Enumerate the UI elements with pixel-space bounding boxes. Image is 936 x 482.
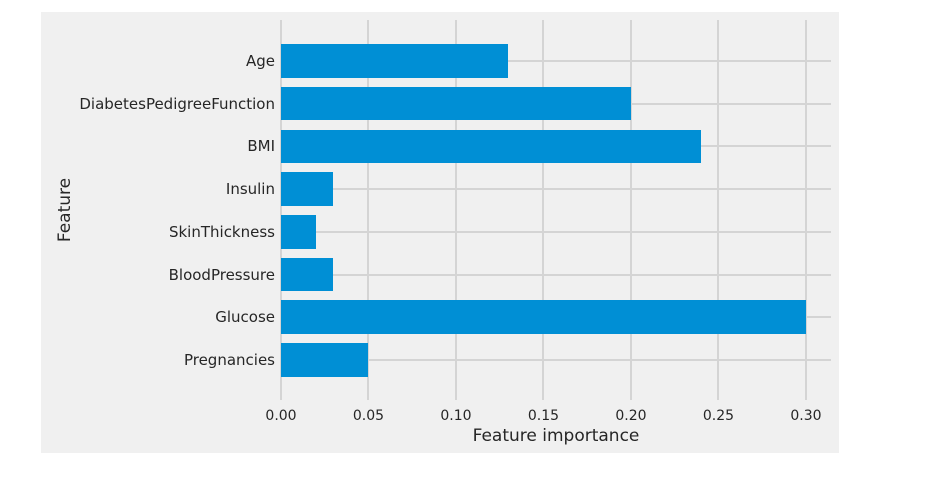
gridline-horizontal <box>281 273 831 276</box>
xtick-label: 0.05 <box>352 408 385 424</box>
plot-area <box>280 20 831 400</box>
bar-pregnancies <box>281 343 369 377</box>
gridline-horizontal <box>281 358 831 361</box>
gridline-vertical <box>542 20 545 400</box>
bar-age <box>281 44 509 78</box>
bar-bloodpressure <box>281 257 334 292</box>
ytick-label: SkinThickness <box>168 222 275 241</box>
xtick-label: 0.10 <box>440 408 472 424</box>
feature-importance-chart: Feature Age DiabetesPedigreeFunction BMI In… <box>41 12 839 453</box>
ytick-label: BMI <box>247 137 275 156</box>
xtick-label: 0.30 <box>790 408 822 424</box>
bar-glucose <box>281 300 806 334</box>
ytick-label: DiabetesPedigreeFunction <box>79 94 275 113</box>
ytick-label: Insulin <box>225 180 275 199</box>
xtick-label: 0.25 <box>702 408 735 424</box>
xtick-label: 0.15 <box>527 408 560 424</box>
gridline-vertical <box>367 20 370 400</box>
gridline-vertical <box>717 20 720 400</box>
bar-insulin <box>281 172 334 206</box>
ytick-label: Glucose <box>215 308 275 327</box>
gridline-vertical <box>629 20 632 400</box>
bar-bmi <box>281 129 701 164</box>
gridline-horizontal <box>281 59 831 62</box>
gridline-horizontal <box>281 188 831 191</box>
ytick-label: Age <box>245 51 275 70</box>
gridline-horizontal <box>281 230 831 233</box>
gridline-vertical <box>804 20 807 400</box>
ytick-label: BloodPressure <box>168 265 275 284</box>
gridline-vertical <box>280 20 282 400</box>
x-axis-label: Feature importance <box>472 426 640 446</box>
gridline-vertical <box>454 20 457 400</box>
bar-diabetespedigreefunction <box>281 86 631 121</box>
xtick-label: 0.20 <box>615 408 647 424</box>
ytick-label: Pregnancies <box>183 350 275 369</box>
xtick-label: 0.00 <box>265 408 297 424</box>
bar-skinthickness <box>281 215 316 249</box>
